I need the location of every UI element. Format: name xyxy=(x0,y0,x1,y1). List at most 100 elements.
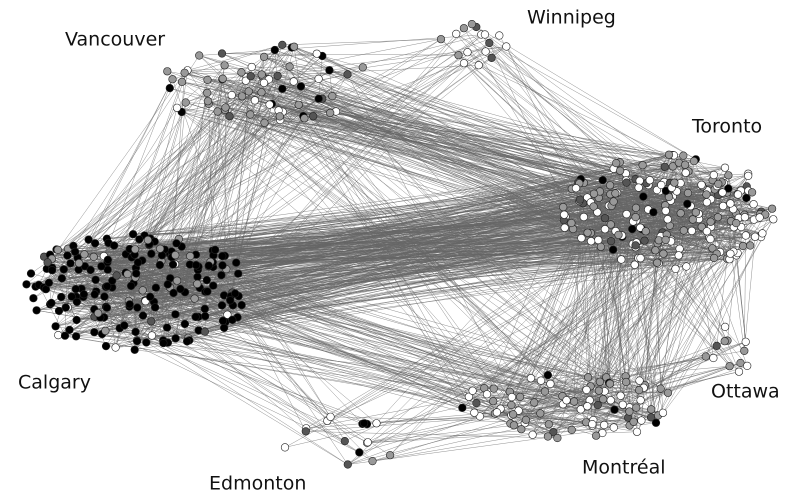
edge xyxy=(306,175,729,429)
node xyxy=(203,88,212,97)
edge xyxy=(553,217,760,433)
edge xyxy=(313,116,522,430)
edge xyxy=(587,253,717,378)
edge xyxy=(639,214,745,381)
edge xyxy=(57,72,185,251)
node xyxy=(487,53,496,63)
node xyxy=(575,195,585,204)
node xyxy=(631,213,640,222)
edge xyxy=(189,340,485,389)
node xyxy=(663,388,673,397)
node xyxy=(536,376,546,385)
node xyxy=(637,416,646,425)
edge xyxy=(84,98,319,267)
node xyxy=(718,188,727,197)
node xyxy=(172,239,181,248)
node xyxy=(278,84,287,93)
node xyxy=(372,419,381,428)
node xyxy=(90,290,99,299)
node xyxy=(193,272,202,282)
node xyxy=(625,407,634,416)
node xyxy=(639,192,648,201)
node xyxy=(489,397,498,406)
edge xyxy=(221,34,482,306)
node xyxy=(671,264,680,274)
node xyxy=(683,199,692,208)
edge xyxy=(105,228,574,288)
node xyxy=(617,255,626,264)
node xyxy=(543,432,553,441)
edge xyxy=(115,342,168,348)
node xyxy=(340,437,349,446)
node xyxy=(670,178,679,187)
edge xyxy=(547,374,607,378)
node xyxy=(386,451,395,460)
node xyxy=(257,88,266,97)
edge xyxy=(197,46,507,271)
node xyxy=(736,358,745,368)
edge xyxy=(167,71,658,244)
node xyxy=(53,245,63,254)
node xyxy=(147,331,156,340)
node xyxy=(275,112,284,121)
node xyxy=(755,213,764,222)
node xyxy=(57,274,67,283)
node xyxy=(726,249,735,258)
edge xyxy=(633,221,740,372)
node xyxy=(651,418,661,427)
node xyxy=(599,395,608,404)
node xyxy=(663,215,672,224)
edge xyxy=(540,259,622,381)
edge xyxy=(105,122,265,332)
node xyxy=(733,190,743,199)
node xyxy=(621,377,631,387)
cluster-label: Ottawa xyxy=(711,381,780,403)
edge xyxy=(335,111,699,215)
edge xyxy=(347,74,714,176)
edge xyxy=(662,232,728,341)
node xyxy=(481,47,490,56)
node xyxy=(588,420,597,429)
node xyxy=(615,166,625,175)
edge xyxy=(327,230,616,421)
node xyxy=(740,213,750,222)
edge xyxy=(190,118,305,257)
node xyxy=(691,208,701,217)
edge xyxy=(199,287,514,426)
edge xyxy=(181,111,634,422)
node xyxy=(436,35,446,44)
edge xyxy=(163,63,465,341)
edge xyxy=(164,107,226,250)
edge xyxy=(479,184,702,417)
node xyxy=(559,203,568,212)
node xyxy=(32,306,41,315)
node xyxy=(91,275,100,284)
node xyxy=(138,286,147,295)
node xyxy=(553,433,562,443)
node xyxy=(138,311,148,320)
edge xyxy=(614,365,748,410)
edge xyxy=(167,71,630,412)
edge xyxy=(221,53,459,56)
node xyxy=(742,193,751,203)
edge xyxy=(176,107,554,433)
edge xyxy=(710,199,766,215)
node xyxy=(180,319,189,329)
node xyxy=(273,71,282,80)
node xyxy=(211,245,220,254)
node xyxy=(260,118,269,127)
node xyxy=(168,260,178,269)
node xyxy=(171,334,180,343)
node xyxy=(593,401,602,410)
edge xyxy=(246,38,442,78)
node xyxy=(528,430,537,439)
edge xyxy=(199,55,652,418)
node xyxy=(60,331,70,340)
edge xyxy=(376,199,581,424)
node xyxy=(679,226,688,235)
node xyxy=(680,160,690,169)
edge xyxy=(49,254,99,314)
node xyxy=(618,400,627,409)
node xyxy=(681,168,690,177)
node xyxy=(689,157,699,166)
